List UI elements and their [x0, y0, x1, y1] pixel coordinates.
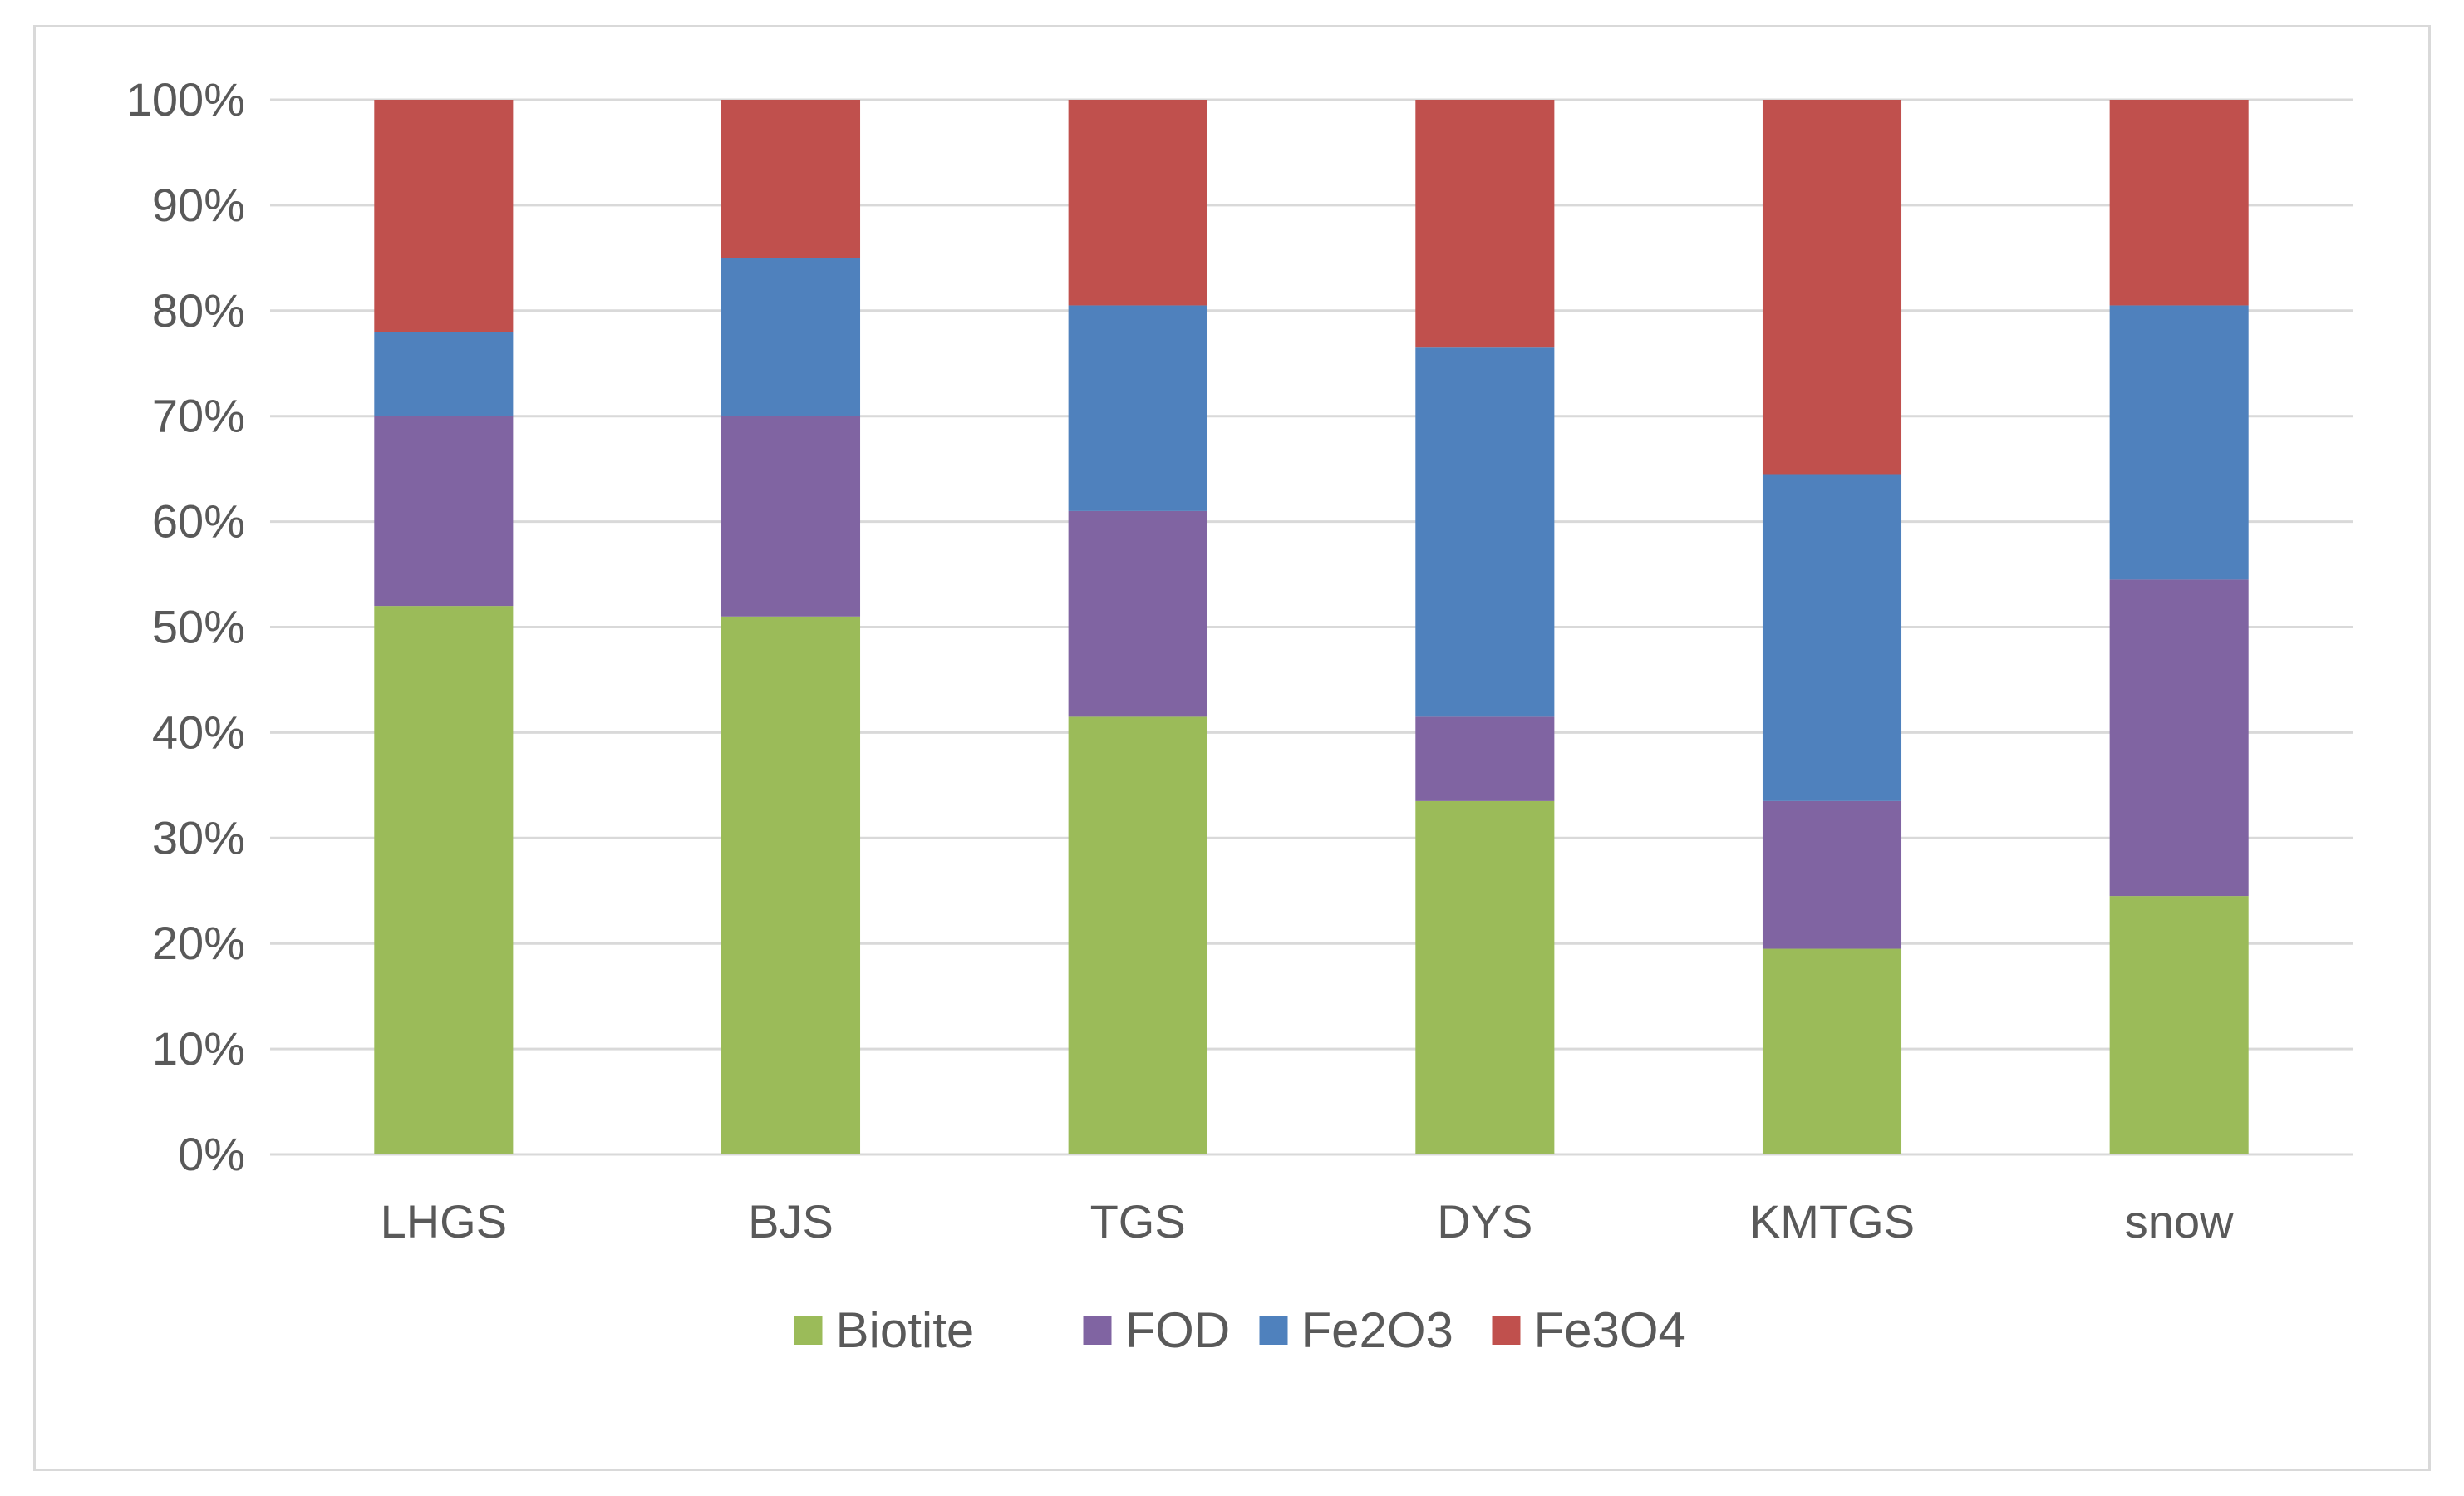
bar-segment-fe2o3-lhgs [374, 332, 514, 416]
y-tick-label: 60% [152, 495, 245, 548]
bar-segment-biotite-snow [2109, 896, 2249, 1154]
y-tick-label: 30% [152, 811, 245, 864]
legend-swatch [1083, 1316, 1112, 1345]
bar-segment-fe2o3-snow [2109, 305, 2249, 580]
bar-segment-fod-kmtgs [1762, 800, 1902, 949]
bar-segment-fe3o4-snow [2109, 100, 2249, 306]
y-tick-label: 90% [152, 179, 245, 231]
bar-segment-fe2o3-bjs [721, 258, 861, 416]
legend-label: Biotite [836, 1302, 975, 1358]
x-category-label: snow [2125, 1195, 2234, 1247]
y-tick-label: 40% [152, 706, 245, 758]
legend-swatch [1492, 1316, 1521, 1345]
legend-item-biotite: Biotite [794, 1302, 975, 1358]
y-tick-label: 100% [126, 73, 245, 125]
x-category-label: LHGS [381, 1195, 508, 1247]
y-tick-label: 50% [152, 601, 245, 653]
bar-segment-biotite-bjs [721, 616, 861, 1154]
bar-segment-fod-snow [2109, 579, 2249, 897]
legend-item-fod: FOD [1083, 1302, 1231, 1358]
x-category-label: TGS [1090, 1195, 1186, 1247]
x-category-label: KMTGS [1749, 1195, 1915, 1247]
bar-segment-fod-dys [1415, 716, 1555, 801]
legend-label: Fe3O4 [1534, 1302, 1686, 1358]
x-axis-category-labels: LHGS BJS TGS DYS KMTGS snow [381, 1195, 2235, 1247]
x-category-label: DYS [1437, 1195, 1532, 1247]
y-axis-tick-labels: 0% 10% 20% 30% 40% 50% 60% 70% 80% 90% 100% [126, 73, 245, 1180]
gridlines [270, 98, 2353, 1156]
bar-segment-fe3o4-tgs [1068, 100, 1207, 306]
bar-segment-fod-tgs [1068, 510, 1207, 717]
y-tick-label: 0% [178, 1128, 245, 1180]
bar-segment-fe2o3-dys [1415, 347, 1555, 717]
bar-segment-biotite-dys [1415, 800, 1555, 1154]
bar-segment-biotite-lhgs [374, 606, 514, 1154]
bar-segment-fe3o4-kmtgs [1762, 100, 1902, 475]
bar-segment-fod-bjs [721, 416, 861, 617]
chart-frame: 0% 10% 20% 30% 40% 50% 60% 70% 80% 90% 100% LHGS BJ… [33, 25, 2431, 1471]
bar-segment-fe3o4-dys [1415, 100, 1555, 348]
bar-segment-fe2o3-kmtgs [1762, 474, 1902, 801]
bar-segment-fe3o4-bjs [721, 100, 861, 258]
y-tick-label: 20% [152, 917, 245, 969]
legend: Biotite FOD Fe2O3 Fe3O4 [794, 1302, 1686, 1358]
legend-swatch [1259, 1316, 1288, 1345]
bars [374, 100, 2249, 1154]
bar-segment-biotite-tgs [1068, 716, 1207, 1154]
legend-item-fe2o3: Fe2O3 [1259, 1302, 1453, 1358]
bar-segment-fe3o4-lhgs [374, 100, 514, 332]
legend-item-fe3o4: Fe3O4 [1492, 1302, 1686, 1358]
y-tick-label: 70% [152, 390, 245, 442]
y-tick-label: 10% [152, 1022, 245, 1075]
bar-segment-biotite-kmtgs [1762, 948, 1902, 1154]
bar-segment-fod-lhgs [374, 416, 514, 607]
x-category-label: BJS [748, 1195, 834, 1247]
y-tick-label: 80% [152, 284, 245, 337]
legend-swatch [794, 1316, 823, 1345]
stacked-bar-chart: 0% 10% 20% 30% 40% 50% 60% 70% 80% 90% 100% LHGS BJ… [126, 73, 2353, 1358]
bar-segment-fe2o3-tgs [1068, 305, 1207, 511]
legend-label: FOD [1125, 1302, 1231, 1358]
legend-label: Fe2O3 [1301, 1302, 1453, 1358]
